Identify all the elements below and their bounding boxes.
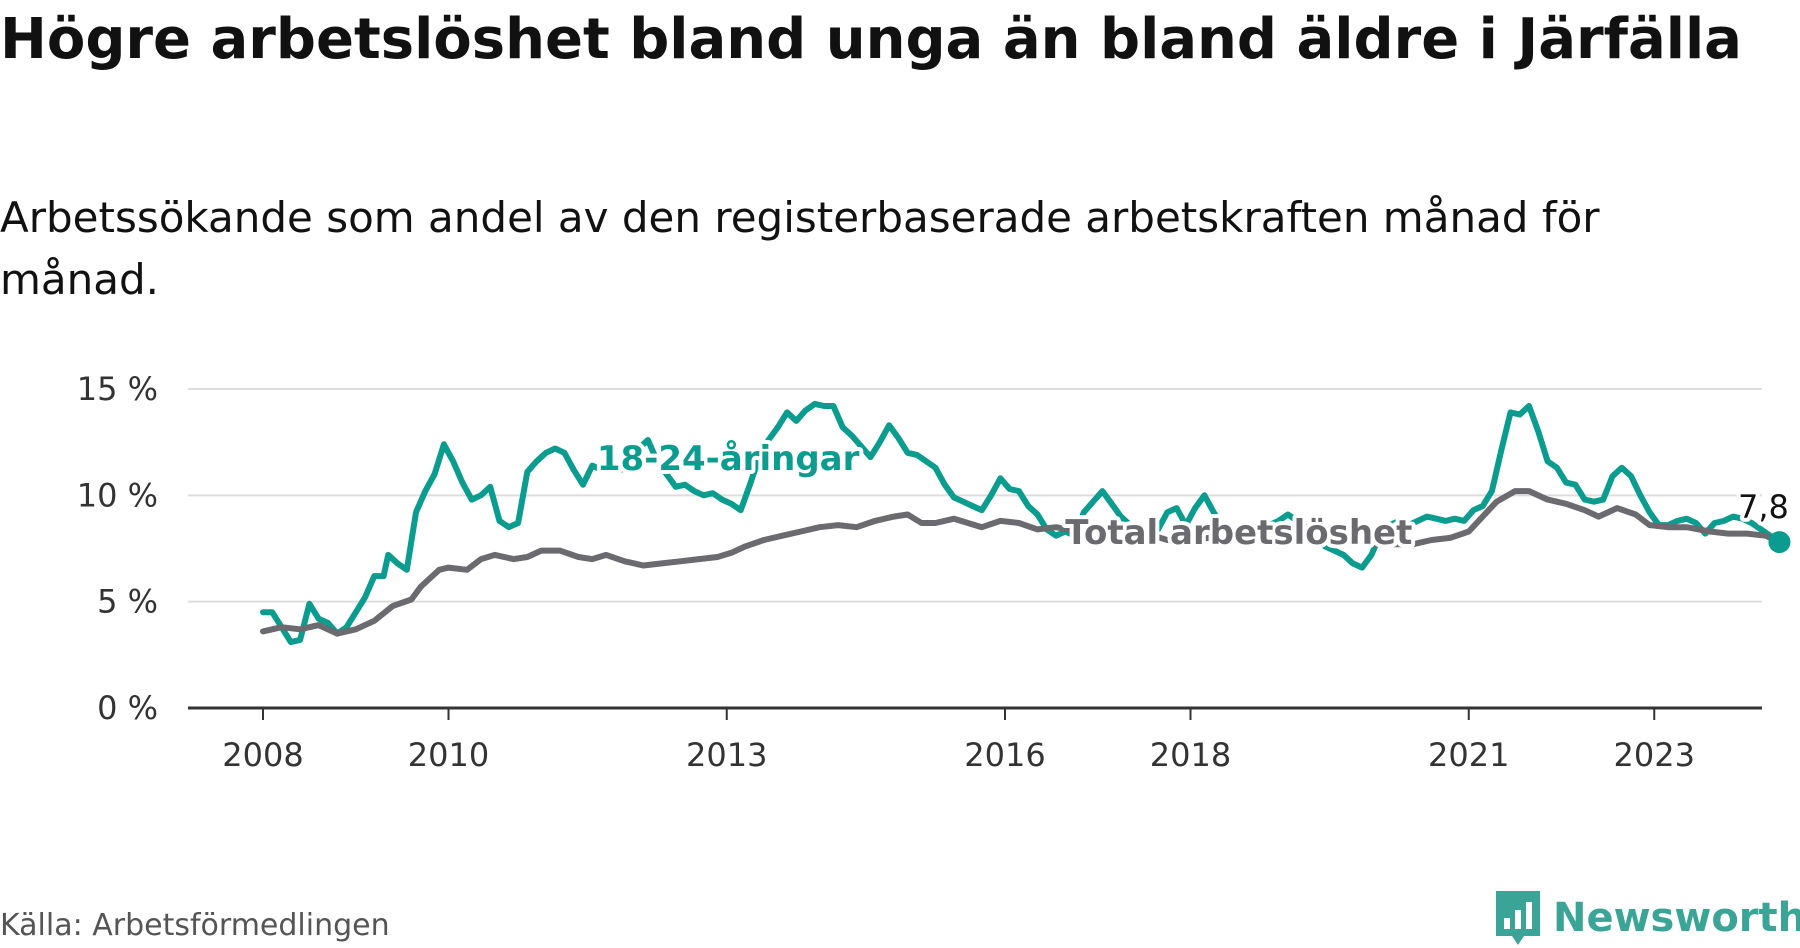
x-tick-label: 2008 (222, 736, 303, 774)
gridlines (188, 388, 1762, 603)
x-tick-label: 2023 (1614, 736, 1695, 774)
x-axis: 2008 2010 2013 2016 2018 2021 2023 (188, 706, 1762, 774)
y-axis-ticks: 0 % 5 % 10 % 15 % (77, 370, 158, 727)
series-labels: 18-24-åringar Total arbetslöshet (593, 435, 1416, 557)
y-tick-label: 15 % (77, 370, 158, 408)
y-tick-label: 5 % (97, 583, 158, 621)
x-tick-label: 2016 (964, 736, 1045, 774)
line-chart: 0 %5 %10 %15 % 2008 2010 2013 2016 2018 2021 2… (77, 370, 1800, 774)
newsworthy-bar-chart-icon (1496, 891, 1540, 945)
x-tick-label: 2013 (686, 736, 767, 774)
y-tick-label: 10 % (77, 476, 158, 514)
end-value-label: 7,8 % (1738, 488, 1800, 526)
y-tick-label: 0 % (97, 689, 158, 727)
series-label-total: Total arbetslöshet (1065, 513, 1412, 553)
series-line (260, 488, 1783, 637)
x-tick-label: 2018 (1150, 736, 1231, 774)
series-lines (260, 400, 1783, 646)
x-tick-label: 2021 (1428, 736, 1509, 774)
source-note: Källa: Arbetsförmedlingen (0, 908, 390, 943)
chart-subtitle: Arbetssökande som andel av den registerb… (0, 193, 1600, 304)
end-point-group: 7,8 % (1734, 484, 1800, 554)
end-point-marker (1768, 531, 1791, 554)
brand-name: Newsworthy (1553, 895, 1800, 941)
x-tick-label: 2010 (408, 736, 489, 774)
brand-logo[interactable]: Newsworthy (1493, 888, 1800, 948)
series-label-young: 18-24-åringar (597, 439, 860, 479)
series-line (260, 400, 1783, 646)
chart-title: Högre arbetslöshet bland unga än bland ä… (0, 7, 1742, 72)
